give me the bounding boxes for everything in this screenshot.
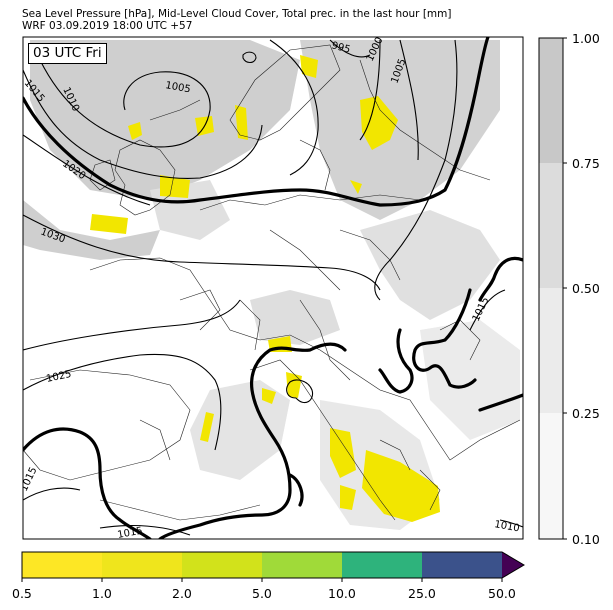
time-badge: 03 UTC Fri [28,43,107,64]
cloud-cover-colorbar [538,37,567,540]
isobar-label: 1010 [493,519,520,534]
precipitation-layer [90,55,440,522]
precip-tick-label: 25.0 [408,586,436,601]
precip-tick-label: 1.0 [92,586,112,601]
cloud-tick-label: 1.00 [572,31,600,46]
map-panel: 995 1000 1005 1005 1010 1015 1020 1030 1… [23,37,523,541]
precip-colorbar [21,551,525,582]
cloud-tick-label: 0.50 [572,281,600,296]
precip-tick-label: 50.0 [488,586,516,601]
cloud-tick-label: 0.10 [572,532,600,547]
map-frame [22,36,524,540]
isobar-label: 1025 [45,369,72,385]
isobar-label: 1015 [117,526,144,541]
contour-1015-thick [23,37,523,539]
isobar-label: 995 [330,40,351,56]
cloud-tick-label: 0.25 [572,406,600,421]
cloud-tick-label: 0.75 [572,156,600,171]
figure-subtitle: WRF 03.09.2019 18:00 UTC +57 [22,20,193,32]
isobar-label: 1005 [164,80,191,95]
precip-tick-label: 0.5 [12,586,32,601]
precip-tick-label: 10.0 [328,586,356,601]
precip-tick-label: 5.0 [252,586,272,601]
figure-title: Sea Level Pressure [hPa], Mid-Level Clou… [22,8,452,20]
precip-tick-label: 2.0 [172,586,192,601]
isobars [23,39,523,536]
